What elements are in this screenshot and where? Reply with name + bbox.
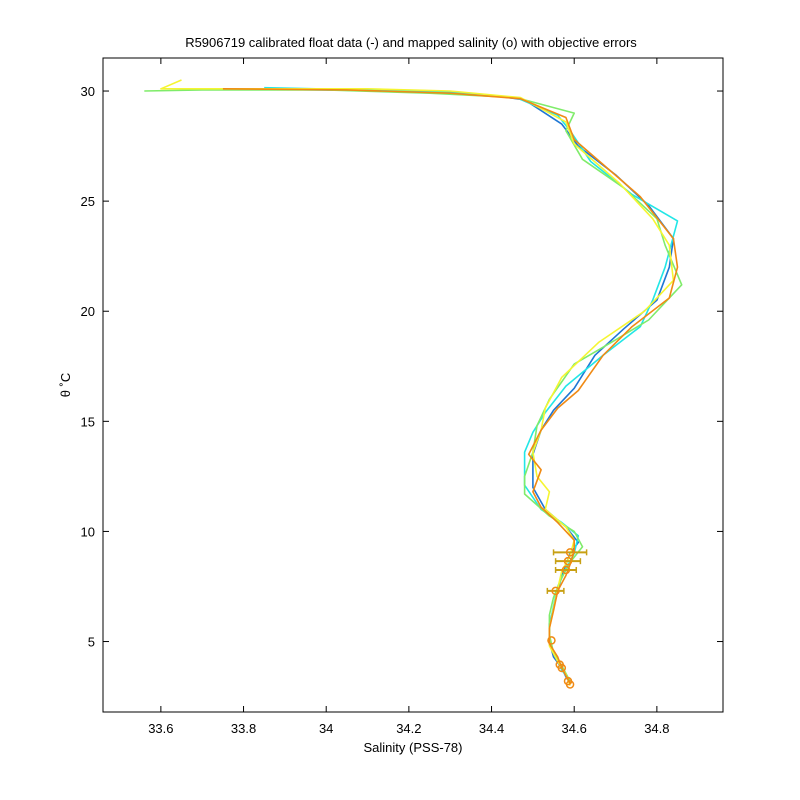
x-tick-label: 34.4 — [479, 721, 504, 736]
mapped-salinity-point — [565, 680, 575, 689]
profile-line-1 — [202, 88, 675, 684]
y-tick-label: 10 — [81, 524, 95, 539]
mapped-salinity-point — [565, 548, 575, 557]
x-tick-label: 33.8 — [231, 721, 256, 736]
y-tick-label: 20 — [81, 304, 95, 319]
y-tick-label: 5 — [88, 635, 95, 650]
plot-area — [144, 79, 683, 689]
profile-line-4 — [160, 79, 675, 686]
x-axis-label: Salinity (PSS-78) — [364, 740, 463, 755]
y-tick-label: 25 — [81, 194, 95, 209]
mapped-salinity-point — [561, 565, 571, 575]
mapped-salinity-point — [563, 556, 573, 566]
profile-line-5 — [222, 88, 679, 684]
chart-title: R5906719 calibrated float data (-) and m… — [185, 35, 637, 50]
x-tick-label: 34.6 — [562, 721, 587, 736]
x-tick-label: 33.6 — [148, 721, 173, 736]
mapped-salinity-point — [551, 586, 560, 596]
axis-ticks: 33.6 33.8 34 34.2 34.4 34.6 34.8 5 10 15 20 25 30 — [81, 58, 723, 736]
mapped-salinity-point — [547, 636, 556, 645]
mapped-salinity-point — [557, 663, 567, 673]
profile-line-3 — [144, 89, 683, 682]
profile-line-2 — [264, 86, 679, 682]
y-tick-label: 30 — [81, 84, 95, 99]
x-tick-label: 34.2 — [396, 721, 421, 736]
x-tick-label: 34.8 — [644, 721, 669, 736]
x-tick-label: 34 — [319, 721, 333, 736]
y-axis-label: θ ˚C — [58, 373, 73, 398]
plot-frame — [102, 57, 724, 713]
y-tick-label: 15 — [81, 414, 95, 429]
